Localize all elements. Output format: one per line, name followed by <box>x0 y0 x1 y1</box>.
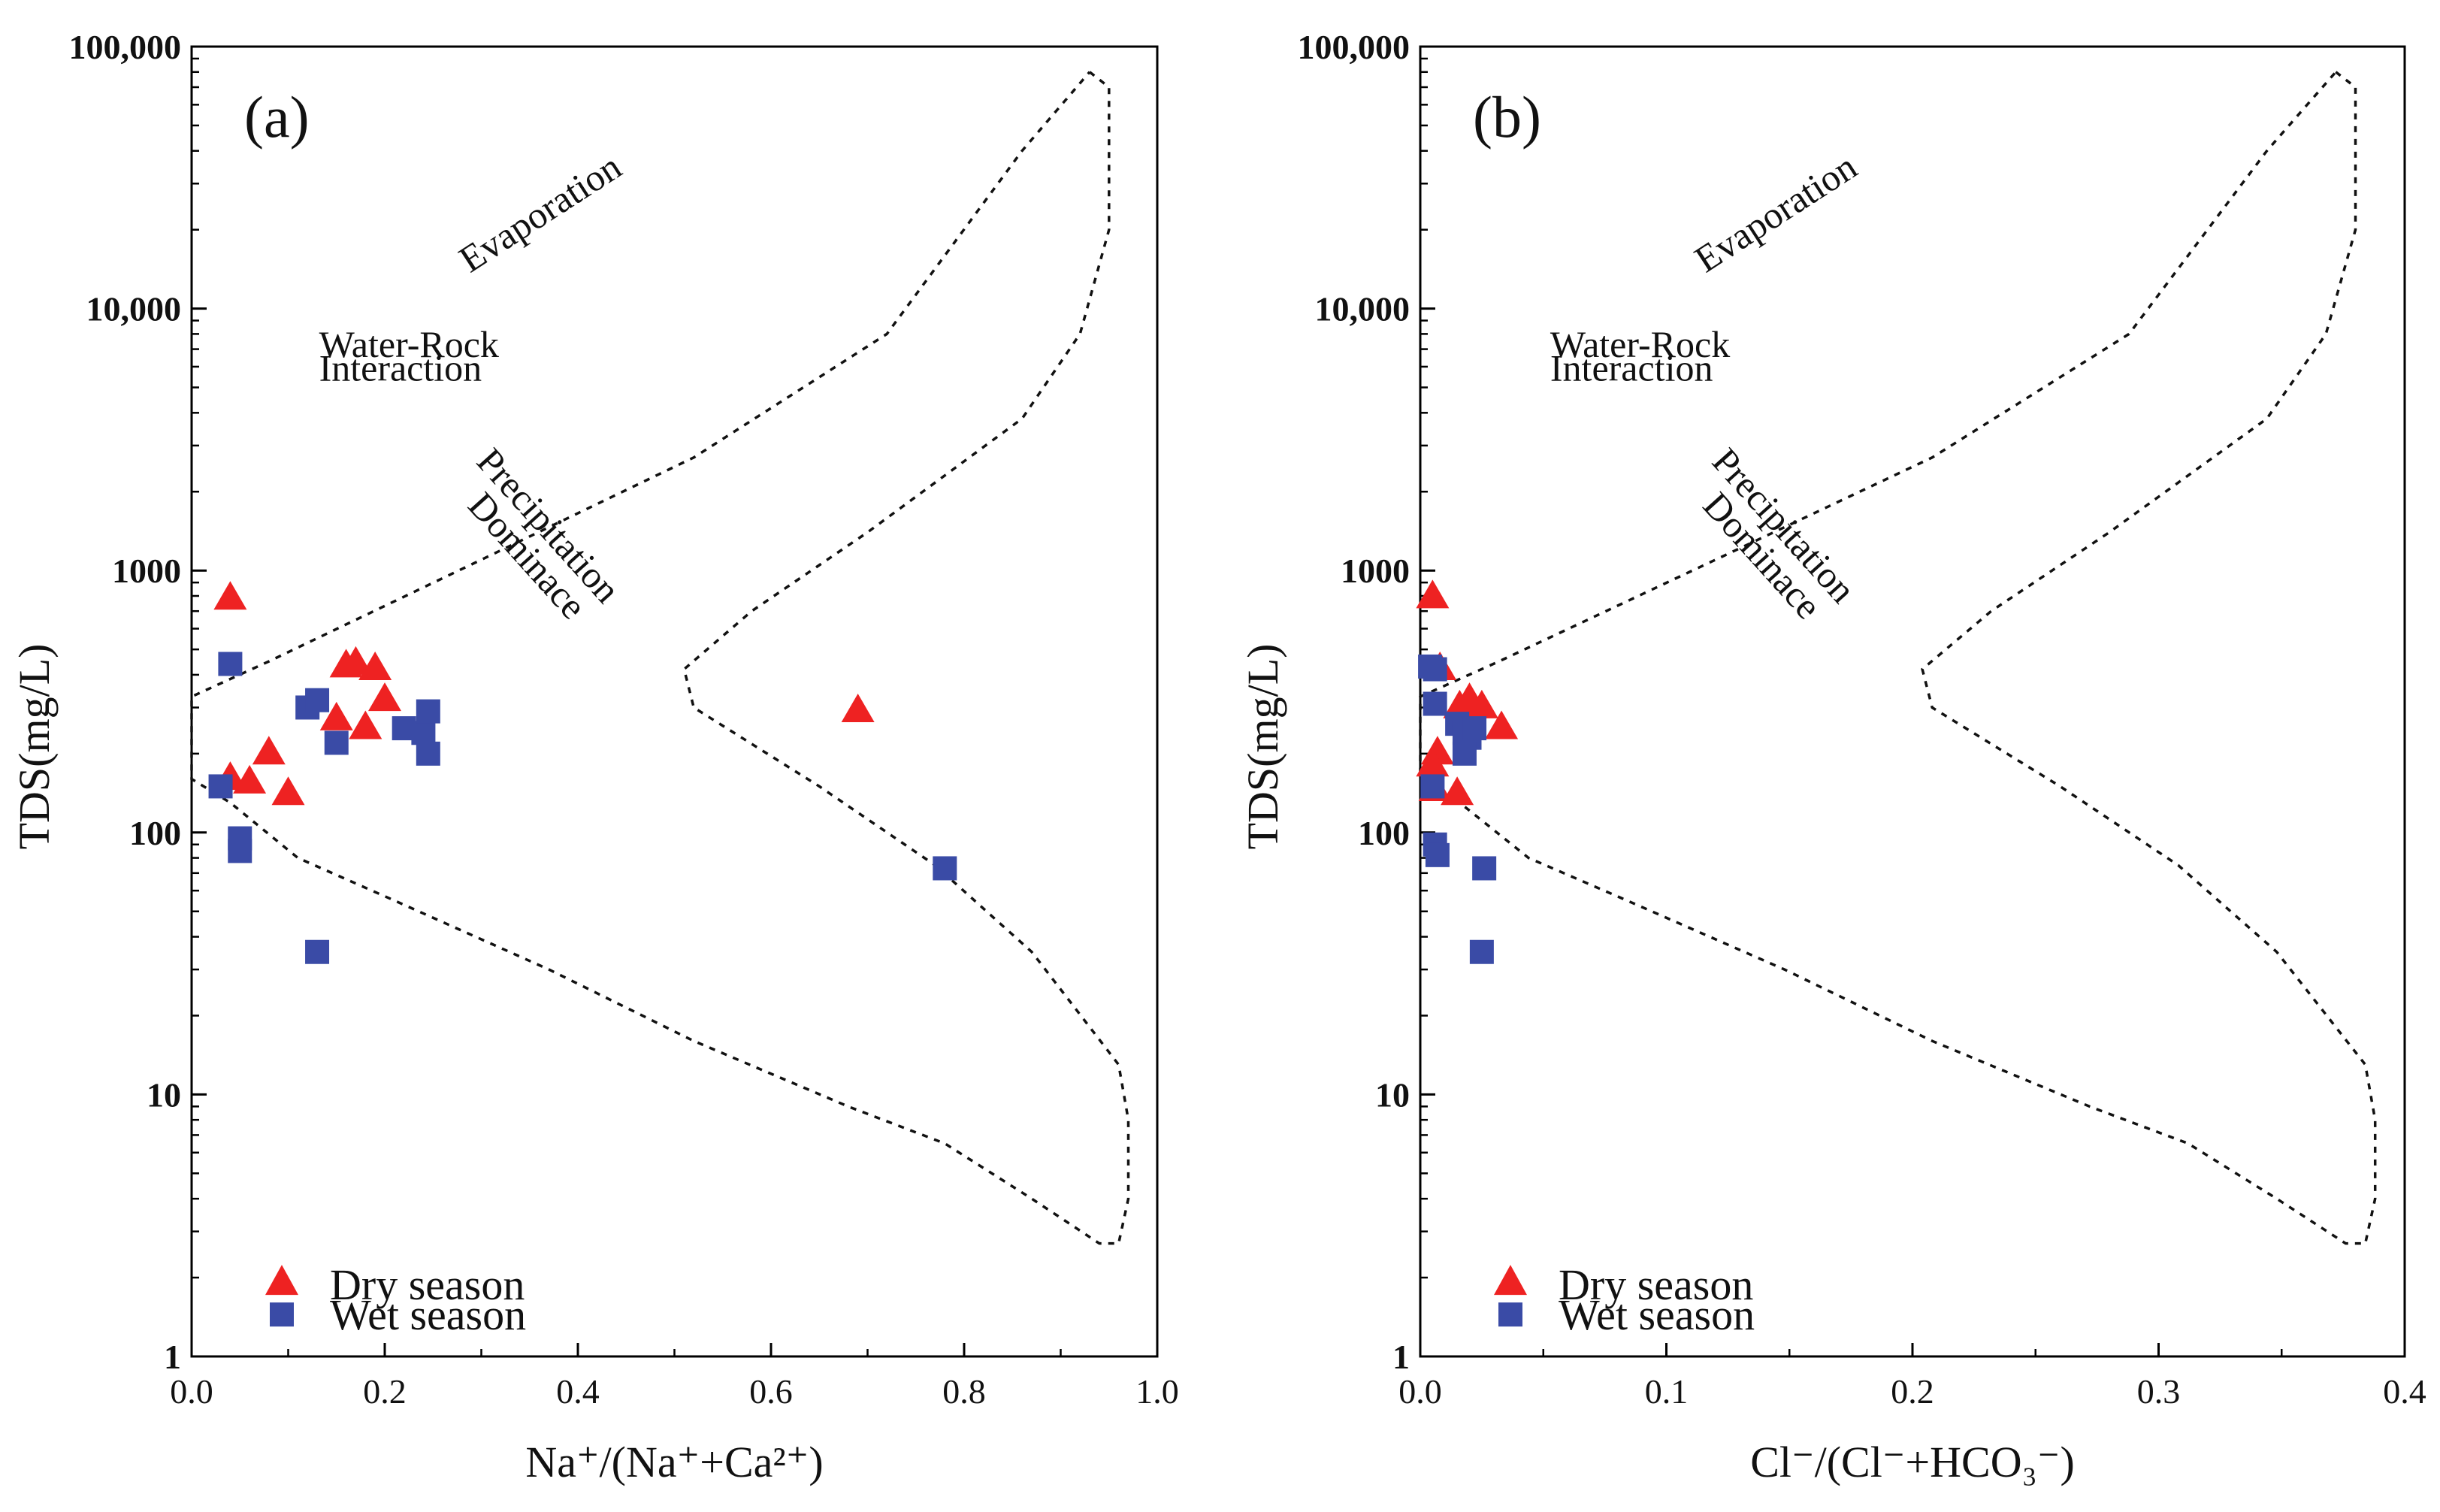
x-tick-label: 0.0 <box>1398 1372 1442 1411</box>
wet-season-point <box>416 741 440 766</box>
region-label-water-rock: Water-Rock <box>1550 323 1730 365</box>
legend-wet-marker <box>270 1302 294 1327</box>
dry-season-point <box>349 710 382 739</box>
y-tick-label: 1 <box>164 1338 181 1376</box>
dry-season-point <box>1465 689 1498 718</box>
x-tick-label: 0.4 <box>2383 1372 2426 1411</box>
y-axis-label: TDS(mg/L) <box>1238 644 1287 850</box>
wet-season-point <box>933 856 957 881</box>
x-tick-label: 0.2 <box>1891 1372 1934 1411</box>
dry-season-point <box>252 736 286 765</box>
y-axis-label: TDS(mg/L) <box>10 644 59 850</box>
wet-season-point <box>1472 856 1497 881</box>
wet-season-point <box>218 652 243 676</box>
y-tick-label: 1000 <box>1341 552 1410 590</box>
x-tick-label: 1.0 <box>1135 1372 1179 1411</box>
x-axis-label: Cl⁻/(Cl⁻+HCO₃⁻) <box>1750 1438 2075 1486</box>
legend-wet-label: Wet season <box>330 1290 526 1339</box>
dry-season-point <box>841 694 875 723</box>
legend-dry-marker <box>1494 1265 1527 1296</box>
wet-season-point <box>416 699 440 724</box>
legend-dry-marker <box>265 1265 298 1296</box>
dry-season-point <box>339 646 373 675</box>
region-label-interaction: Interaction <box>319 346 482 389</box>
wet-season-point <box>324 730 349 755</box>
y-tick-label: 10,000 <box>1315 290 1410 328</box>
x-tick-label: 0.8 <box>942 1372 986 1411</box>
wet-season-point <box>1423 691 1447 716</box>
dry-season-point <box>1416 579 1450 609</box>
x-tick-label: 0.4 <box>556 1372 600 1411</box>
wet-season-point <box>1425 842 1450 867</box>
x-tick-label: 0.1 <box>1645 1372 1689 1411</box>
wet-season-point <box>411 721 436 745</box>
dominance-boundary <box>1419 71 2377 1245</box>
y-tick-label: 1 <box>1392 1338 1410 1376</box>
region-label-evaporation: Evaporation <box>1687 145 1864 280</box>
dry-season-point <box>271 776 305 806</box>
dry-season-point <box>319 701 353 730</box>
y-tick-label: 10,000 <box>86 290 182 328</box>
wet-season-point <box>1462 716 1487 741</box>
x-tick-label: 0.3 <box>2137 1372 2181 1411</box>
legend-wet-label: Wet season <box>1559 1290 1755 1339</box>
dry-season-point <box>213 581 247 610</box>
dry-season-point <box>1485 710 1519 739</box>
dry-season-point <box>368 682 401 712</box>
legend-wet-marker <box>1498 1302 1522 1327</box>
panel-label: (b) <box>1473 84 1541 150</box>
wet-season-point <box>1452 741 1477 766</box>
x-tick-label: 0.2 <box>363 1372 407 1411</box>
y-tick-label: 10 <box>147 1075 181 1114</box>
dry-season-point <box>1416 748 1450 777</box>
wet-season-point <box>1469 939 1494 964</box>
dominance-boundary <box>190 71 1130 1245</box>
panel-b: 0.0 0.1 0.2 0.3 0.4 1 10 100 1000 10,000 100,000 Cl… <box>1238 28 2426 1486</box>
panel-a: 0.0 0.2 0.4 0.6 0.8 1.0 1 10 100 1000 10,000 100,00… <box>10 28 1179 1486</box>
y-tick-label: 100 <box>1358 814 1410 852</box>
plot-frame <box>1419 45 2406 1358</box>
region-label-evaporation: Evaporation <box>452 145 628 280</box>
wet-season-point <box>228 826 252 851</box>
region-label-interaction: Interaction <box>1550 346 1713 389</box>
plot-frame <box>190 45 1159 1358</box>
x-tick-label: 0.0 <box>170 1372 213 1411</box>
y-tick-label: 100 <box>129 814 181 852</box>
wet-season-point <box>305 939 330 964</box>
wet-season-point <box>208 774 233 799</box>
y-tick-label: 100,000 <box>1298 28 1410 66</box>
dry-season-point <box>358 651 392 680</box>
wet-season-point <box>1420 774 1445 799</box>
legend-dry-label: Dry season <box>1559 1260 1753 1309</box>
dry-season-point <box>233 764 267 794</box>
region-label-water-rock: Water-Rock <box>319 323 499 365</box>
x-tick-label: 0.6 <box>749 1372 793 1411</box>
y-tick-label: 1000 <box>112 552 181 590</box>
wet-season-point <box>305 688 330 712</box>
panel-label: (a) <box>244 84 310 150</box>
legend-dry-label: Dry season <box>330 1260 525 1309</box>
x-axis-label: Na⁺/(Na⁺+Ca²⁺) <box>525 1438 823 1486</box>
wet-season-point <box>1423 657 1447 682</box>
y-tick-label: 10 <box>1375 1075 1410 1114</box>
y-tick-label: 100,000 <box>69 28 182 66</box>
